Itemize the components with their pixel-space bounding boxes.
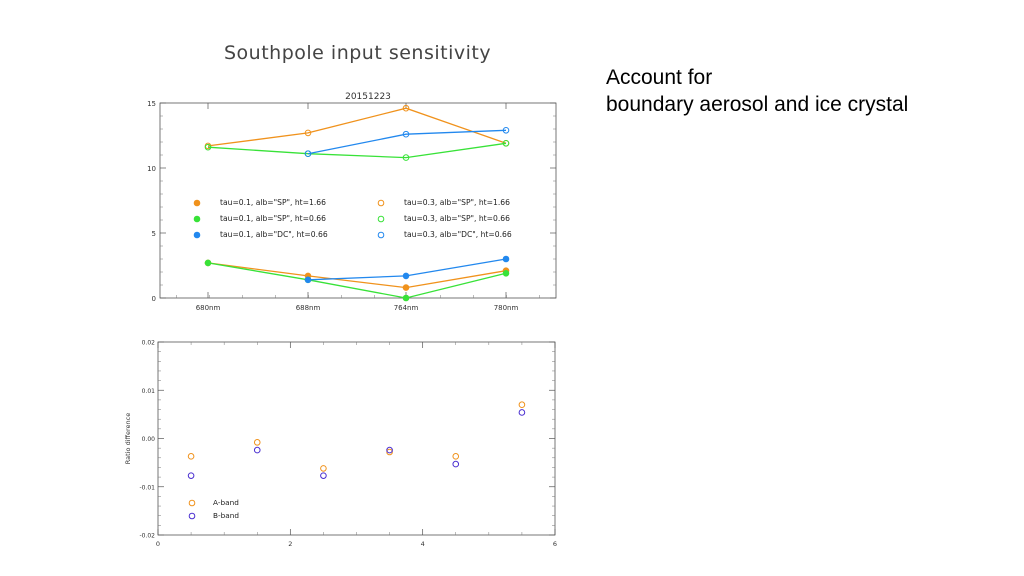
x-tick-label: 680nm xyxy=(196,304,221,312)
legend-label-2: tau=0.1, alb="DC", ht=0.66 xyxy=(220,230,328,239)
scatter-point-1 xyxy=(386,446,393,454)
legend-marker-1 xyxy=(193,215,201,223)
side-note-line-1: Account for xyxy=(606,66,713,89)
series-point-1 xyxy=(402,294,410,302)
side-note-line-2: boundary aerosol and ice crystal xyxy=(606,93,909,116)
y-tick-label: 15 xyxy=(147,100,156,108)
y-tick-label: 0.00 xyxy=(142,436,156,443)
series-point-4 xyxy=(204,143,212,151)
scatter-point-0 xyxy=(187,453,195,460)
series-point-3 xyxy=(402,104,410,112)
series-line-5 xyxy=(307,129,507,155)
legend-label-5: tau=0.3, alb="DC", ht=0.66 xyxy=(404,230,512,239)
x-tick-label: 2 xyxy=(288,540,292,548)
legend-marker-0 xyxy=(193,199,201,207)
series-point-2 xyxy=(304,276,312,284)
series-line-0 xyxy=(207,262,507,289)
legend-marker-5 xyxy=(377,231,385,239)
ratio-difference-scatter: -0.02 -0.01 0.00 0.01 0.02 0 2 4 6 Ratio differen… xyxy=(124,340,557,549)
series-line-1 xyxy=(207,262,507,299)
plot-frame xyxy=(159,102,557,299)
x-tick-label: 764nm xyxy=(394,304,419,312)
scatter-point-1 xyxy=(452,460,460,468)
scatter-point-1 xyxy=(320,472,327,479)
legend-label-0: A-band xyxy=(213,498,239,507)
y-axis-label: Ratio difference xyxy=(124,413,132,464)
series-point-2 xyxy=(402,272,410,280)
y-tick-label: 0 xyxy=(152,295,156,303)
legend-marker-0 xyxy=(188,499,196,507)
x-tick-label: 6 xyxy=(553,540,557,548)
sensitivity-line-chart: 20151223 0 5 10 15 680nm 688nm 764nm 780nm tau=0.… xyxy=(147,92,557,312)
legend-label-3: tau=0.3, alb="SP", ht=1.66 xyxy=(404,198,510,207)
legend-label-1: tau=0.1, alb="SP", ht=0.66 xyxy=(220,214,326,223)
legend-label-0: tau=0.1, alb="SP", ht=1.66 xyxy=(220,198,326,207)
legend-marker-1 xyxy=(188,512,196,520)
legend-label-4: tau=0.3, alb="SP", ht=0.66 xyxy=(404,214,510,223)
y-tick-label: 5 xyxy=(152,230,156,238)
series-point-5 xyxy=(304,150,312,157)
legend-marker-4 xyxy=(377,215,385,223)
legend-marker-3 xyxy=(377,199,385,207)
series-point-5 xyxy=(402,130,410,138)
scatter-point-1 xyxy=(253,446,261,454)
x-tick-label: 688nm xyxy=(296,304,321,312)
scatter-point-0 xyxy=(320,465,327,472)
scatter-point-0 xyxy=(452,453,460,460)
scatter-point-1 xyxy=(187,472,195,479)
series-line-4 xyxy=(207,142,507,159)
y-tick-label: -0.02 xyxy=(139,533,155,540)
series-point-0 xyxy=(402,284,410,291)
x-tick-label: 0 xyxy=(156,540,160,548)
y-tick-label: -0.01 xyxy=(139,484,155,491)
scatter-point-0 xyxy=(518,401,526,409)
side-note: Account for boundary aerosol and ice cry… xyxy=(606,64,908,118)
x-tick-label: 4 xyxy=(421,540,425,548)
y-tick-label: 10 xyxy=(147,165,156,173)
legend-marker-2 xyxy=(193,231,201,239)
series-point-1 xyxy=(502,270,510,277)
scatter-point-0 xyxy=(253,439,261,446)
series-point-3 xyxy=(304,129,312,137)
series-point-4 xyxy=(502,140,510,147)
scatter-point-1 xyxy=(518,409,526,416)
series-point-1 xyxy=(204,259,212,267)
x-tick-label: 780nm xyxy=(494,304,519,312)
series-point-5 xyxy=(502,127,510,134)
legend-label-1: B-band xyxy=(213,511,239,520)
slide-title: Southpole input sensitivity xyxy=(224,42,492,64)
series-point-4 xyxy=(402,154,410,161)
y-tick-label: 0.02 xyxy=(142,340,156,347)
y-tick-label: 0.01 xyxy=(142,388,156,395)
series-point-2 xyxy=(502,255,510,263)
series-line-3 xyxy=(207,107,507,147)
scatter-point-0 xyxy=(386,448,393,456)
chart-title: 20151223 xyxy=(345,92,391,102)
